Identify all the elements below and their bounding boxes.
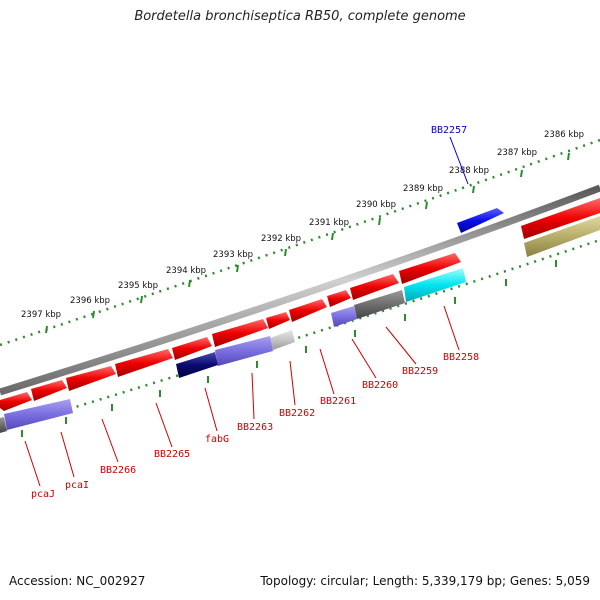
gene-arrow[interactable] [327, 290, 351, 307]
gene-label[interactable]: BB2258 [443, 352, 479, 363]
outer-ruler-ticks [45, 152, 570, 334]
kbp-label: 2393 kbp [213, 250, 253, 260]
outer-ruler-dots [0, 138, 600, 347]
gene-label[interactable]: BB2260 [362, 380, 398, 391]
feature-navy[interactable] [176, 352, 218, 378]
gene-label[interactable]: BB2265 [154, 449, 190, 460]
feature-track [0, 268, 466, 433]
leader-line [24, 440, 41, 487]
gene-arrow[interactable] [350, 274, 399, 300]
kbp-label: 2391 kbp [309, 218, 349, 228]
leader-line [251, 372, 255, 420]
gene-arrow[interactable] [172, 337, 212, 360]
forward-genes [0, 198, 600, 411]
feature-blue[interactable] [331, 306, 357, 327]
accession-text: Accession: NC_002927 [9, 574, 146, 588]
gene-arrow[interactable] [266, 312, 290, 329]
map-title: Bordetella bronchiseptica RB50, complete… [134, 9, 466, 24]
inner-ruler-dots [0, 238, 600, 432]
inner-ruler [0, 238, 600, 437]
kbp-label: 2386 kbp [544, 130, 584, 140]
leader-line [443, 305, 460, 351]
gene-arrow[interactable] [521, 198, 600, 239]
leader-line [155, 402, 173, 448]
leader-line [449, 136, 469, 185]
gene-label[interactable]: BB2263 [237, 422, 273, 433]
gene-label[interactable]: fabG [205, 434, 229, 445]
kbp-label: 2396 kbp [70, 296, 110, 306]
gene-arrow[interactable] [212, 319, 268, 347]
leader-line [204, 387, 218, 432]
gene-arrow[interactable] [399, 253, 461, 284]
leader-line [60, 431, 75, 478]
gene-arrow[interactable] [31, 380, 67, 401]
gene-arrow[interactable] [115, 349, 173, 377]
inner-ruler-ticks [21, 260, 557, 437]
leader-line [319, 348, 335, 395]
gene-label[interactable]: pcaJ [31, 489, 55, 500]
kbp-label: 2388 kbp [449, 166, 489, 176]
leader-line [289, 360, 296, 406]
leader-line [101, 418, 119, 463]
kbp-label: 2394 kbp [166, 266, 206, 276]
feature-gray[interactable] [354, 290, 405, 319]
genome-summary-text: Topology: circular; Length: 5,339,179 bp… [260, 574, 590, 588]
feature-blue[interactable] [4, 399, 73, 430]
kbp-label: 2397 kbp [21, 310, 61, 320]
gene-arrow[interactable] [289, 299, 327, 322]
leader-line [351, 338, 377, 379]
feature-blue[interactable] [215, 336, 273, 366]
gene-label[interactable]: BB2257 [431, 125, 467, 136]
leader-line [385, 326, 417, 365]
kbp-label: 2392 kbp [261, 234, 301, 244]
outer-ruler [0, 138, 600, 347]
kbp-label: 2387 kbp [497, 148, 537, 158]
gene-label[interactable]: BB2259 [402, 366, 438, 377]
feature-gray[interactable] [0, 417, 7, 433]
gene-arrow[interactable] [66, 366, 116, 391]
gene-label[interactable]: BB2261 [320, 396, 356, 407]
gene-arrow[interactable] [0, 392, 32, 411]
kbp-label: 2389 kbp [403, 184, 443, 194]
gene-labels: BB2257 BB2258 BB2259 BB2260 BB2261 BB226… [31, 125, 479, 500]
gene-label[interactable]: BB2262 [279, 408, 315, 419]
kbp-label: 2395 kbp [118, 281, 158, 291]
feature-cyan[interactable] [404, 268, 466, 302]
gene-label[interactable]: BB2266 [100, 465, 136, 476]
gene-label-leaders [24, 136, 469, 487]
gene-label[interactable]: pcaI [65, 480, 89, 491]
kbp-labels: 2386 kbp 2387 kbp 2388 kbp 2389 kbp 2390… [21, 130, 584, 320]
genome-backbone [0, 184, 600, 396]
kbp-label: 2390 kbp [356, 200, 396, 210]
feature-olive[interactable] [524, 216, 600, 257]
feature-lightgray[interactable] [270, 330, 295, 350]
gene-bb2257[interactable] [457, 208, 504, 233]
